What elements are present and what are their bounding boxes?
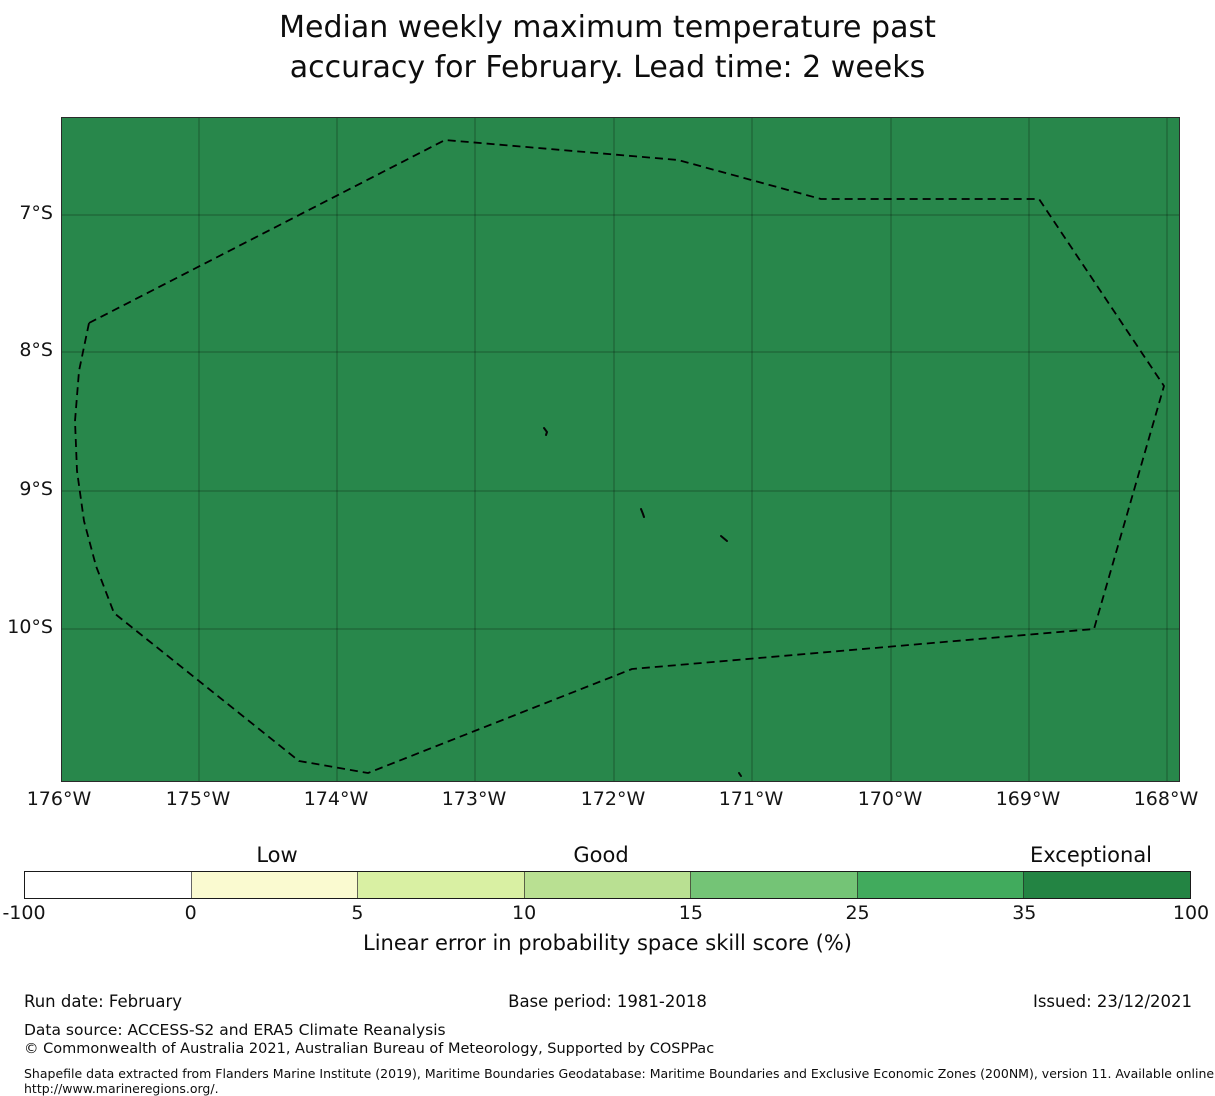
lon-tick-label: 176°W xyxy=(26,788,92,810)
island xyxy=(640,508,645,518)
colorbar-segment xyxy=(1024,872,1191,898)
lon-tick-label: 169°W xyxy=(995,788,1061,810)
map-ocean-fill xyxy=(62,118,1179,781)
footer-base-period: Base period: 1981-2018 xyxy=(508,992,707,1011)
lat-tick-label: 7°S xyxy=(19,202,53,224)
footer-copyright: © Commonwealth of Australia 2021, Austra… xyxy=(24,1041,715,1057)
lon-tick-label: 172°W xyxy=(580,788,646,810)
colorbar-category-label: Good xyxy=(573,843,629,867)
map-svg xyxy=(62,118,1179,781)
colorbar-tick-label: 0 xyxy=(184,902,197,924)
footer-shapefile-line2: http://www.marineregions.org/. xyxy=(24,1081,219,1096)
colorbar-tick-label: -100 xyxy=(2,902,46,924)
chart-title-line2: accuracy for February. Lead time: 2 week… xyxy=(289,50,926,85)
colorbar-segment xyxy=(358,872,525,898)
colorbar-tick-label: 35 xyxy=(1012,902,1037,924)
island xyxy=(543,427,549,436)
colorbar-tick-label: 15 xyxy=(678,902,703,924)
colorbar-segment xyxy=(691,872,858,898)
colorbar-segment xyxy=(25,872,192,898)
lat-tick-label: 10°S xyxy=(7,616,53,638)
colorbar-segment xyxy=(191,872,359,898)
lon-tick-label: 171°W xyxy=(718,788,784,810)
footer-shapefile-line1: Shapefile data extracted from Flanders M… xyxy=(24,1066,1215,1081)
island xyxy=(738,772,742,777)
colorbar-tick-label: 100 xyxy=(1172,902,1210,924)
eez-boundary xyxy=(74,139,1165,774)
colorbar-tick-label: 5 xyxy=(351,902,364,924)
colorbar-category-label: Low xyxy=(256,843,298,867)
lon-tick-label: 170°W xyxy=(857,788,923,810)
chart-title-line1: Median weekly maximum temperature past xyxy=(279,10,936,45)
colorbar xyxy=(24,871,1191,899)
lon-tick-label: 175°W xyxy=(165,788,231,810)
lon-tick-label: 173°W xyxy=(441,788,507,810)
chart-title: Median weekly maximum temperature past a… xyxy=(0,8,1215,88)
colorbar-label: Linear error in probability space skill … xyxy=(363,931,852,955)
colorbar-segment xyxy=(857,872,1025,898)
colorbar-tick-label: 10 xyxy=(512,902,537,924)
footer-run-date: Run date: February xyxy=(24,992,183,1011)
colorbar-segment xyxy=(524,872,692,898)
footer-data-source: Data source: ACCESS-S2 and ERA5 Climate … xyxy=(24,1021,446,1039)
lat-tick-label: 8°S xyxy=(19,339,53,361)
footer-issued: Issued: 23/12/2021 xyxy=(1032,992,1192,1011)
lon-tick-label: 168°W xyxy=(1133,788,1199,810)
colorbar-tick-label: 25 xyxy=(845,902,870,924)
map-area xyxy=(61,117,1180,782)
lon-tick-label: 174°W xyxy=(303,788,369,810)
island xyxy=(720,535,728,542)
colorbar-category-label: Exceptional xyxy=(1029,843,1153,867)
lat-tick-label: 9°S xyxy=(19,478,53,500)
